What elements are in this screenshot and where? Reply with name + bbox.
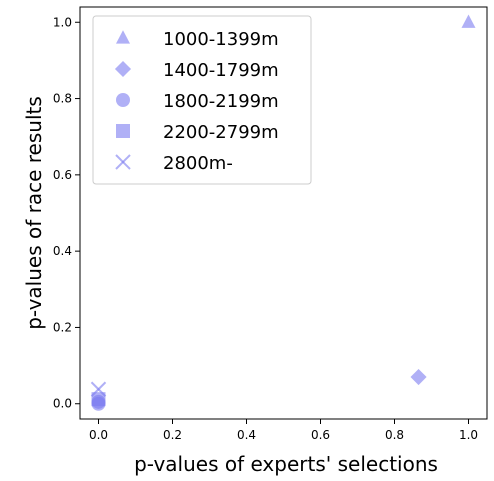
plot-frame [79,6,488,420]
x-tick-label: 0.2 [163,428,182,442]
y-axis-label: p-values of race results [22,96,46,330]
y-tick-label: 0.8 [53,92,72,106]
legend-marker-triangle [116,30,130,44]
legend-marker-circle [116,93,130,107]
legend-marker-x [115,154,131,170]
data-point-diamond [410,368,427,386]
x-axis-label: p-values of experts' selections [134,452,438,476]
legend-label: 1400-1799m [163,60,279,81]
x-tick-label: 1.0 [459,428,478,442]
x-tick-label: 0.8 [385,428,404,442]
x-tick-label: 0.4 [237,428,256,442]
x-axis-ticks: 0.0 0.2 0.4 0.6 0.8 1.0 [89,419,478,442]
data-point-triangle [461,14,476,28]
legend-label: 1000-1399m [163,29,279,50]
x-tick-label: 0.6 [311,428,330,442]
y-tick-label: 0.6 [53,168,72,182]
y-tick-label: 0.2 [53,320,72,334]
y-tick-label: 1.0 [53,15,72,29]
y-tick-label: 0.0 [53,397,72,411]
legend-marker-square [116,124,130,138]
y-axis-ticks: 0.0 0.2 0.4 0.6 0.8 1.0 [53,15,80,411]
legend-box [92,15,312,185]
data-points [90,14,476,411]
legend-marker-diamond [114,60,132,78]
legend-label: 1800-2199m [163,91,279,112]
data-point-square [91,392,106,407]
legend-label: 2800m- [163,153,233,174]
legend: 1000-1399m 1400-1799m 1800-2199m 2200-2799m… [92,15,312,185]
x-tick-label: 0.0 [89,428,108,442]
data-point-x [90,381,107,397]
y-tick-label: 0.4 [53,244,72,258]
legend-label: 2200-2799m [163,122,279,143]
